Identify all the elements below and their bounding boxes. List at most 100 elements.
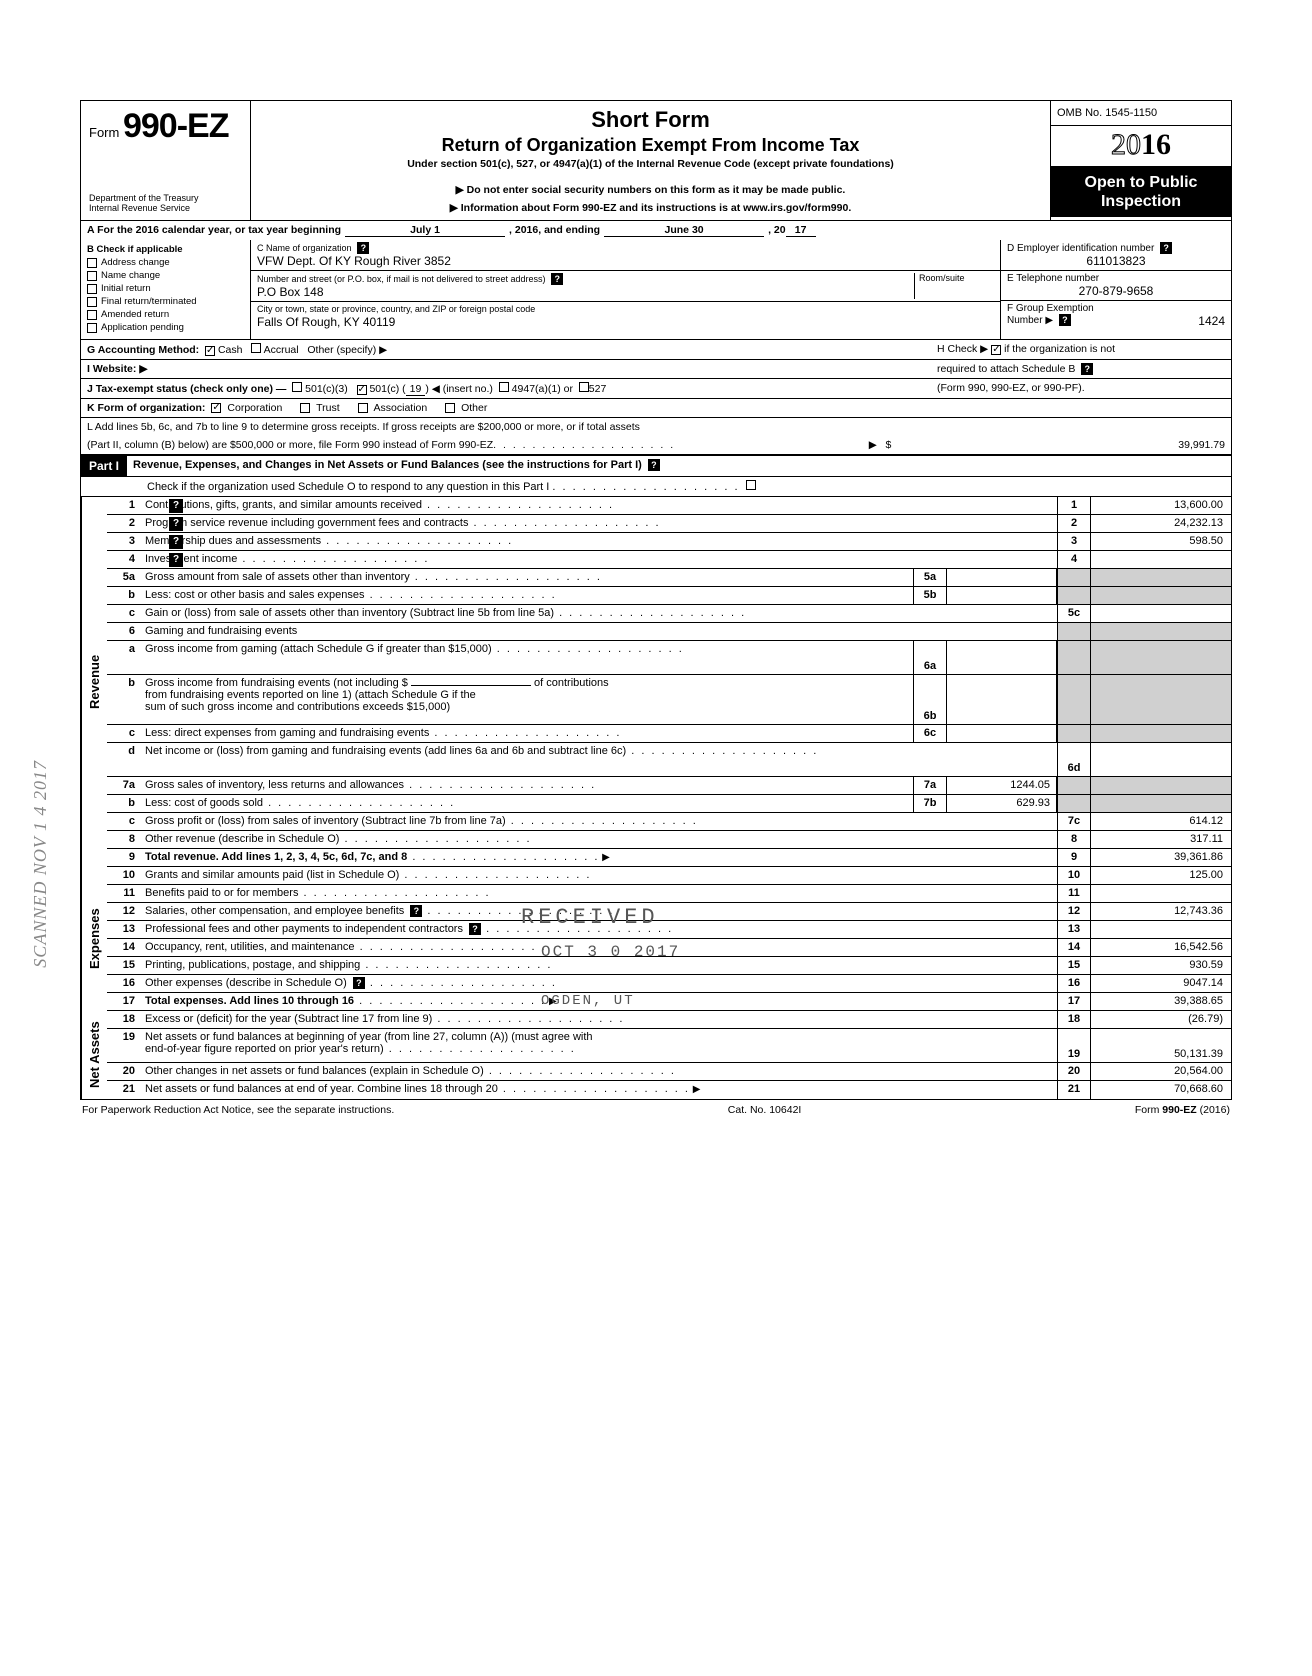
section-bcdef: B Check if applicable Address change Nam… (80, 240, 1232, 340)
line-a-prefix: A For the 2016 calendar year, or tax yea… (87, 224, 341, 237)
line-7c: c Gross profit or (loss) from sales of i… (107, 813, 1231, 831)
form-number-big: 990-EZ (123, 107, 229, 145)
org-name-row: C Name of organization ? VFW Dept. Of KY… (251, 240, 1000, 271)
chk-final-return[interactable]: Final return/terminated (87, 296, 244, 307)
row-k: K Form of organization: Corporation Trus… (80, 399, 1232, 418)
revenue-section: Revenue 1 Contributions, gifts, grants, … (81, 497, 1231, 867)
line-a-tax-year: A For the 2016 calendar year, or tax yea… (80, 221, 1232, 240)
line-16: 16 Other expenses (describe in Schedule … (107, 975, 1231, 993)
year-outline: 20 (1111, 128, 1141, 161)
amt-7b: 629.93 (947, 795, 1057, 812)
header-right: OMB No. 1545-1150 2016 Open to Public In… (1051, 101, 1231, 220)
open-line1: Open to Public (1055, 173, 1227, 192)
line-19: 19 Net assets or fund balances at beginn… (107, 1029, 1231, 1063)
group-exemption-label2: Number ▶ (1007, 315, 1053, 326)
line-14: 14 Occupancy, rent, utilities, and maint… (107, 939, 1231, 957)
scanned-stamp: SCANNED NOV 1 4 2017 (30, 760, 51, 968)
title-return: Return of Organization Exempt From Incom… (261, 135, 1040, 156)
amt-15: 930.59 (1091, 957, 1231, 974)
chk-cash[interactable] (205, 346, 215, 356)
chk-accrual[interactable] (251, 343, 261, 353)
amt-14: 16,542.56 (1091, 939, 1231, 956)
row-i: I Website: ▶ required to attach Schedule… (80, 360, 1232, 379)
chk-initial-return[interactable]: Initial return (87, 283, 244, 294)
tax-year: 2016 (1051, 126, 1231, 167)
help-icon[interactable]: ? (353, 977, 365, 989)
help-icon[interactable]: ? (551, 273, 563, 285)
help-icon[interactable]: ? (357, 242, 369, 254)
part-i-table: ? ? ? ? Revenue 1 Contributions, gifts, … (80, 497, 1232, 1100)
chk-501c3[interactable] (292, 382, 302, 392)
chk-association[interactable] (358, 403, 368, 413)
amt-7c: 614.12 (1091, 813, 1231, 830)
row-g-h: G Accounting Method: Cash Accrual Other … (80, 340, 1232, 360)
amt-20: 20,564.00 (1091, 1063, 1231, 1080)
chk-527[interactable] (579, 382, 589, 392)
ein-row: D Employer identification number ? 61101… (1001, 240, 1231, 271)
chk-schedule-b[interactable] (991, 345, 1001, 355)
line-11: 11 Benefits paid to or for members 11 (107, 885, 1231, 903)
h-cont2: (Form 990, 990-EZ, or 990-PF). (931, 379, 1231, 398)
section-b: B Check if applicable Address change Nam… (81, 240, 251, 339)
chk-trust[interactable] (300, 403, 310, 413)
help-icon[interactable]: ? (169, 535, 183, 549)
address-row: Number and street (or P.O. box, if mail … (251, 271, 1000, 302)
group-exemption-label: F Group Exemption (1007, 303, 1094, 314)
city-value: Falls Of Rough, KY 40119 (257, 315, 395, 329)
line-6a: a Gross income from gaming (attach Sched… (107, 641, 1231, 675)
line-20: 20 Other changes in net assets or fund b… (107, 1063, 1231, 1081)
form-990ez: Form 990-EZ Department of the Treasury I… (80, 100, 1232, 1120)
phone-label: E Telephone number (1007, 273, 1099, 284)
help-icon[interactable]: ? (169, 553, 183, 567)
help-icon[interactable]: ? (469, 923, 481, 935)
chk-corporation[interactable] (211, 403, 221, 413)
chk-name-change[interactable]: Name change (87, 270, 244, 281)
line-21: 21 Net assets or fund balances at end of… (107, 1081, 1231, 1099)
g-label: G Accounting Method: (87, 344, 199, 356)
ein-value: 611013823 (1007, 254, 1225, 268)
chk-address-change[interactable]: Address change (87, 257, 244, 268)
footer-left: For Paperwork Reduction Act Notice, see … (82, 1104, 394, 1116)
amt-12: 12,743.36 (1091, 903, 1231, 920)
help-icon[interactable]: ? (169, 517, 183, 531)
amt-10: 125.00 (1091, 867, 1231, 884)
help-icon[interactable]: ? (410, 905, 422, 917)
city-label: City or town, state or province, country… (257, 304, 535, 314)
address-value: P.O Box 148 (257, 285, 324, 299)
footer-right: Form 990-EZ (2016) (1135, 1104, 1230, 1116)
line-a-end: June 30 (604, 224, 764, 237)
part-i-check-text: Check if the organization used Schedule … (141, 477, 1231, 496)
ssn-note: ▶ Do not enter social security numbers o… (261, 184, 1040, 196)
line-a-mid: , 2016, and ending (509, 224, 600, 237)
chk-amended-return[interactable]: Amended return (87, 309, 244, 320)
amt-9: 39,361.86 (1091, 849, 1231, 866)
net-assets-section: Net Assets 18 Excess or (deficit) for th… (81, 1011, 1231, 1099)
chk-schedule-o[interactable] (746, 480, 756, 490)
amt-17: 39,388.65 (1091, 993, 1231, 1010)
help-icon[interactable]: ? (648, 459, 660, 471)
form-header: Form 990-EZ Department of the Treasury I… (80, 100, 1232, 221)
help-icon[interactable]: ? (169, 499, 183, 513)
website: I Website: ▶ (81, 360, 931, 378)
line-4: 4 Investment income 4 (107, 551, 1231, 569)
chk-4947[interactable] (499, 382, 509, 392)
line-8: 8 Other revenue (describe in Schedule O)… (107, 831, 1231, 849)
amt-3: 598.50 (1091, 533, 1231, 550)
help-icon[interactable]: ? (1081, 363, 1093, 375)
footer: For Paperwork Reduction Act Notice, see … (80, 1100, 1232, 1120)
section-c: C Name of organization ? VFW Dept. Of KY… (251, 240, 1001, 339)
chk-other-org[interactable] (445, 403, 455, 413)
line-3: 3 Membership dues and assessments 3 598.… (107, 533, 1231, 551)
chk-501c[interactable] (357, 385, 367, 395)
amt-18: (26.79) (1091, 1011, 1231, 1028)
chk-application-pending[interactable]: Application pending (87, 322, 244, 333)
group-exemption-value: 1424 (1198, 314, 1225, 328)
line-a-begin: July 1 (345, 224, 505, 237)
section-def: D Employer identification number ? 61101… (1001, 240, 1231, 339)
line-6c: c Less: direct expenses from gaming and … (107, 725, 1231, 743)
amt-8: 317.11 (1091, 831, 1231, 848)
help-icon[interactable]: ? (1059, 314, 1071, 326)
org-name-value: VFW Dept. Of KY Rough River 3852 (257, 254, 451, 268)
help-icon[interactable]: ? (1160, 242, 1172, 254)
line-9: 9 Total revenue. Add lines 1, 2, 3, 4, 5… (107, 849, 1231, 867)
